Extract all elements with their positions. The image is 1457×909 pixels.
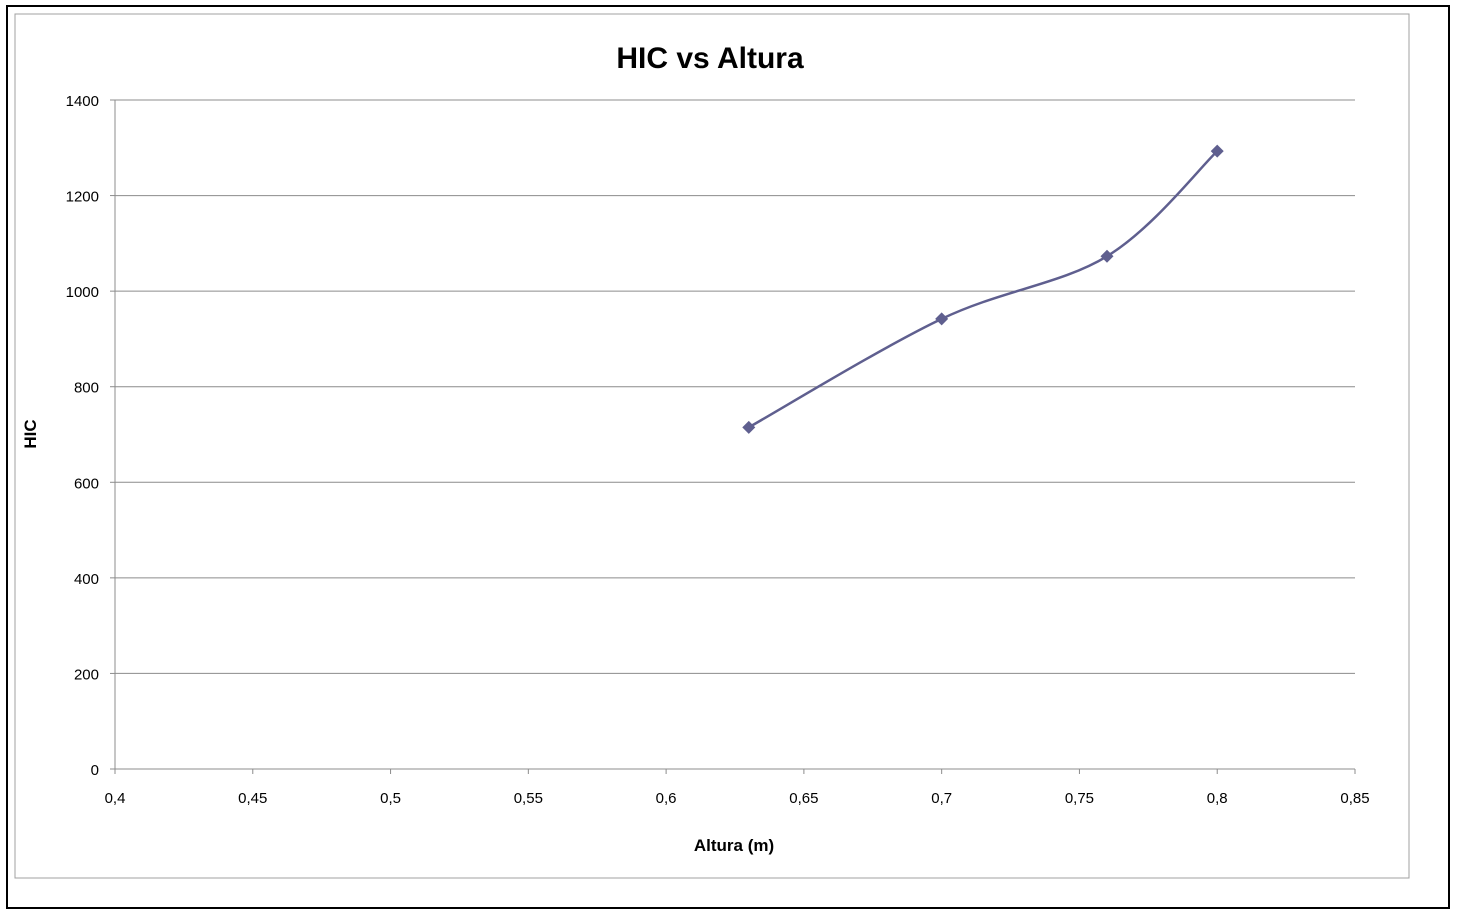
axes	[110, 99, 1356, 774]
y-tick-label: 1000	[66, 284, 99, 301]
x-tick-label: 0,55	[514, 790, 543, 807]
x-tick-label: 0,4	[105, 790, 126, 807]
x-tick-labels: 0,4 0,45 0,5 0,55 0,6 0,65 0,7 0,75 0,8 0,85	[105, 790, 1370, 807]
x-tick-label: 0,6	[656, 790, 677, 807]
y-tick-label: 0	[91, 762, 99, 779]
y-tick-label: 1200	[66, 189, 99, 206]
data-point-marker	[935, 312, 949, 326]
y-tick-label: 800	[74, 380, 99, 397]
series-group	[742, 144, 1224, 434]
y-tick-label: 1400	[66, 93, 99, 110]
x-axis-title: Altura (m)	[694, 836, 774, 855]
x-tick-label: 0,65	[789, 790, 818, 807]
x-tick-label: 0,5	[380, 790, 401, 807]
x-tick-label: 0,45	[238, 790, 267, 807]
y-tick-label: 200	[74, 666, 99, 683]
y-axis-title: HIC	[21, 419, 40, 448]
x-tick-label: 0,75	[1065, 790, 1094, 807]
grid-lines	[115, 99, 1355, 674]
y-tick-label: 600	[74, 475, 99, 492]
series-line	[748, 150, 1219, 429]
y-tick-label: 400	[74, 571, 99, 588]
y-tick-labels: 0 200 400 600 800 1000 1200 1400	[66, 93, 99, 779]
data-point-marker	[742, 420, 756, 434]
x-tick-label: 0,85	[1340, 790, 1369, 807]
x-tick-label: 0,8	[1207, 790, 1228, 807]
x-tick-label: 0,7	[931, 790, 952, 807]
data-point-marker	[1210, 144, 1224, 158]
data-point-marker	[1100, 249, 1114, 263]
chart-border	[14, 13, 1410, 879]
chart-title: HIC vs Altura	[616, 42, 804, 75]
